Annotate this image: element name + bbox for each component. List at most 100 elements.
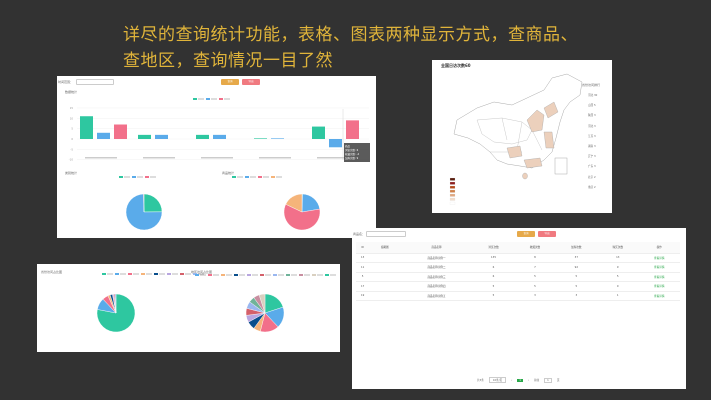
region-legend-label bbox=[291, 274, 297, 276]
region-legend-swatch bbox=[234, 274, 238, 276]
ranking-value: 3 bbox=[594, 165, 596, 169]
view-detail-link[interactable]: 查看详情 bbox=[638, 291, 680, 301]
region-pie-title: 地区访问占比图 bbox=[191, 270, 213, 274]
ranking-item: 河北 3 bbox=[588, 124, 597, 134]
table-cell: 5 bbox=[555, 272, 598, 282]
province-legend-label bbox=[107, 273, 113, 275]
bar bbox=[312, 126, 325, 139]
table-cell: 商品名称示例一 bbox=[400, 253, 473, 263]
province-legend-swatch bbox=[102, 273, 106, 275]
ranking-province: 河北 bbox=[588, 94, 595, 97]
x-tick-label bbox=[317, 157, 349, 159]
x-tick-label bbox=[143, 157, 175, 159]
region-legend-label bbox=[200, 274, 206, 276]
column-header[interactable]: 商品名称 bbox=[400, 242, 473, 254]
region-legend-label bbox=[317, 274, 323, 276]
region-legend-swatch bbox=[286, 274, 290, 276]
pie2-title: 商品统计 bbox=[222, 171, 235, 175]
bar bbox=[97, 132, 110, 139]
ranking-value: 3 bbox=[594, 134, 596, 138]
ranking-item: 陕西 3 bbox=[588, 113, 597, 123]
pie1-title: 类别统计 bbox=[65, 171, 78, 175]
table-cell: 8 bbox=[514, 253, 556, 263]
province-legend-label bbox=[146, 273, 152, 275]
table-cell: 6 bbox=[472, 272, 515, 282]
region-legend-swatch bbox=[312, 274, 316, 276]
province-legend-label bbox=[172, 273, 178, 275]
goto-input[interactable]: 1 bbox=[544, 377, 552, 383]
tooltip-line: 加购次数: 9 bbox=[345, 157, 359, 160]
table-row: 17 商品名称示例四 5 5 5 0 查看详情 bbox=[356, 281, 680, 292]
export-button[interactable]: 导出 bbox=[242, 79, 260, 85]
column-header[interactable]: 收藏次数 bbox=[514, 242, 556, 254]
ranking-province: 湖南 bbox=[588, 144, 595, 148]
region-screenshot: 省份访问占比图 地区访问占比图 bbox=[37, 264, 340, 352]
table-cell bbox=[369, 291, 401, 301]
column-header[interactable]: 操作 bbox=[638, 242, 680, 254]
region-legend-label bbox=[304, 274, 310, 276]
prev-page-button[interactable]: ‹ bbox=[511, 378, 513, 382]
region-legend-label bbox=[330, 274, 336, 276]
province-legend-label bbox=[185, 273, 191, 275]
table-cell: 商品名称示例三 bbox=[400, 272, 473, 282]
table-cell: 9 bbox=[597, 262, 639, 273]
export-button[interactable]: 导出 bbox=[538, 231, 556, 237]
page-size-select[interactable]: 10条/页 bbox=[488, 377, 507, 383]
column-header[interactable]: 加购次数 bbox=[555, 242, 598, 254]
table-cell: 13 bbox=[356, 253, 370, 263]
region-legend-swatch bbox=[325, 274, 329, 276]
region-legend-swatch bbox=[221, 274, 225, 276]
bar-legend-label bbox=[198, 98, 204, 100]
query-button[interactable]: 查询 bbox=[517, 231, 535, 237]
region-pies bbox=[96, 273, 336, 333]
bar bbox=[196, 134, 209, 139]
product-filter-input[interactable] bbox=[366, 231, 406, 237]
ranking-value: 2 bbox=[594, 175, 596, 179]
tooltip-line: 浏览次数: 6 bbox=[345, 149, 359, 152]
pie1-legend-label bbox=[150, 176, 156, 178]
ranking-item: 山西 5 bbox=[588, 103, 597, 113]
pie2-legend-label bbox=[276, 176, 282, 178]
south-sea-inset bbox=[554, 157, 568, 175]
column-header[interactable]: 缩略图 bbox=[369, 242, 401, 254]
ranking-province: 重庆 bbox=[588, 185, 595, 189]
view-detail-link[interactable]: 查看详情 bbox=[638, 262, 680, 273]
page-suffix: 页 bbox=[556, 379, 560, 382]
map-scale-swatch bbox=[449, 177, 456, 181]
column-header[interactable]: 浏览次数 bbox=[472, 242, 515, 254]
region-hainan bbox=[522, 172, 528, 180]
region-legend-swatch bbox=[273, 274, 277, 276]
ranking-province: 山西 bbox=[588, 104, 595, 108]
view-detail-link[interactable]: 查看详情 bbox=[638, 281, 680, 292]
next-page-button[interactable]: › bbox=[527, 378, 529, 382]
time-filter-input[interactable] bbox=[76, 79, 114, 85]
page-1-button[interactable]: 1 bbox=[517, 378, 523, 382]
time-filter-label: 时间范围： bbox=[58, 80, 74, 84]
map-scale-swatch bbox=[449, 197, 456, 201]
region-south bbox=[523, 157, 543, 169]
x-tick-label bbox=[201, 157, 233, 159]
region-legend-swatch bbox=[208, 274, 212, 276]
table-cell: 商品名称示例五 bbox=[400, 291, 473, 301]
region-legend-swatch bbox=[299, 274, 303, 276]
region-legend-label bbox=[252, 274, 258, 276]
map-scale-swatch bbox=[449, 181, 456, 185]
view-detail-link[interactable]: 查看详情 bbox=[638, 253, 680, 263]
y-tick-label: 10 bbox=[70, 116, 74, 120]
column-header[interactable]: ID bbox=[356, 242, 370, 254]
ranking-item: 江苏 3 bbox=[588, 134, 597, 144]
bar bbox=[80, 116, 93, 139]
column-header[interactable]: 购买次数 bbox=[597, 242, 639, 254]
query-button[interactable]: 查询 bbox=[221, 79, 239, 85]
pie1-legend-label bbox=[124, 176, 130, 178]
table-cell: 13 bbox=[597, 253, 639, 263]
view-detail-link[interactable]: 查看详情 bbox=[638, 272, 680, 282]
tooltip-line: 收藏次数: -4 bbox=[345, 153, 360, 156]
table-cell: 5 bbox=[555, 281, 598, 292]
pie2-legend-swatch bbox=[245, 176, 249, 178]
region-legend-label bbox=[213, 274, 219, 276]
goto-label: 前往 bbox=[533, 379, 540, 382]
pie2-legend-label bbox=[237, 176, 243, 178]
ranking-item: 广东 3 bbox=[588, 164, 597, 174]
ranking-province: 陕西 bbox=[588, 114, 595, 118]
